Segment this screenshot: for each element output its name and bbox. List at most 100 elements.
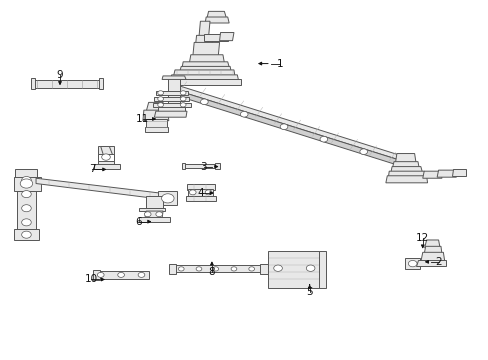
Polygon shape (203, 33, 227, 41)
Text: 1: 1 (277, 59, 283, 68)
Polygon shape (319, 251, 325, 288)
Circle shape (231, 267, 236, 271)
Circle shape (319, 136, 327, 142)
Bar (404, 258, 420, 269)
Polygon shape (146, 196, 163, 208)
Polygon shape (390, 167, 422, 174)
Circle shape (97, 273, 104, 277)
Text: 5: 5 (306, 287, 312, 297)
Polygon shape (146, 102, 165, 111)
Polygon shape (16, 184, 38, 187)
Polygon shape (36, 180, 153, 196)
Circle shape (205, 190, 211, 195)
Polygon shape (153, 103, 190, 107)
Text: 3: 3 (200, 162, 206, 172)
Polygon shape (139, 217, 170, 222)
Circle shape (21, 205, 31, 212)
Circle shape (180, 91, 185, 95)
Circle shape (158, 91, 163, 95)
Bar (99, 78, 103, 89)
Polygon shape (173, 70, 234, 76)
Circle shape (180, 103, 185, 107)
Circle shape (200, 99, 208, 105)
Polygon shape (36, 178, 163, 199)
Polygon shape (186, 184, 214, 190)
Polygon shape (170, 75, 238, 81)
Polygon shape (154, 111, 186, 117)
Polygon shape (205, 17, 229, 23)
Bar (31, 78, 35, 89)
Polygon shape (395, 154, 415, 163)
Text: 2: 2 (434, 257, 441, 267)
Polygon shape (187, 189, 213, 197)
Text: 10: 10 (84, 274, 98, 284)
Polygon shape (101, 147, 114, 159)
Polygon shape (182, 163, 184, 169)
Polygon shape (144, 211, 163, 219)
Polygon shape (192, 42, 219, 57)
Circle shape (21, 190, 31, 198)
Circle shape (305, 265, 314, 271)
Circle shape (212, 267, 218, 271)
Polygon shape (98, 147, 114, 166)
Polygon shape (170, 88, 397, 165)
Polygon shape (450, 170, 465, 176)
Polygon shape (195, 35, 213, 44)
Polygon shape (185, 196, 215, 201)
Polygon shape (93, 164, 120, 170)
Polygon shape (144, 127, 167, 132)
Polygon shape (189, 55, 224, 63)
Polygon shape (207, 12, 226, 18)
Circle shape (359, 149, 367, 154)
Polygon shape (385, 176, 427, 183)
Circle shape (280, 124, 287, 130)
Polygon shape (436, 170, 455, 177)
Circle shape (138, 273, 144, 277)
Polygon shape (14, 229, 40, 240)
Polygon shape (167, 78, 180, 106)
Polygon shape (14, 177, 41, 190)
Text: 11: 11 (136, 114, 149, 124)
Circle shape (21, 219, 31, 226)
Circle shape (189, 190, 196, 195)
Polygon shape (214, 163, 219, 169)
Bar (31, 80, 103, 87)
Circle shape (407, 260, 416, 267)
Circle shape (273, 265, 282, 271)
Polygon shape (180, 66, 231, 71)
Polygon shape (168, 264, 176, 274)
Polygon shape (170, 80, 240, 85)
Polygon shape (182, 164, 218, 168)
Polygon shape (17, 189, 36, 231)
Polygon shape (199, 21, 209, 37)
Circle shape (102, 154, 110, 160)
Polygon shape (142, 110, 168, 121)
Polygon shape (422, 171, 441, 178)
Circle shape (240, 112, 247, 117)
Polygon shape (415, 260, 445, 266)
Text: 12: 12 (415, 233, 428, 243)
Circle shape (158, 97, 163, 101)
Polygon shape (420, 252, 444, 262)
Polygon shape (387, 171, 425, 178)
Polygon shape (219, 32, 233, 41)
Polygon shape (391, 162, 419, 170)
Polygon shape (158, 107, 184, 114)
Circle shape (196, 267, 202, 271)
Polygon shape (162, 76, 185, 80)
Polygon shape (259, 264, 267, 274)
Polygon shape (182, 62, 229, 67)
Polygon shape (98, 154, 114, 161)
Text: 4: 4 (197, 188, 203, 198)
Polygon shape (267, 251, 321, 288)
Circle shape (161, 194, 174, 203)
Circle shape (180, 97, 185, 101)
Text: 9: 9 (57, 70, 63, 80)
Text: 8: 8 (208, 267, 215, 277)
Polygon shape (92, 270, 100, 280)
Circle shape (21, 231, 31, 238)
Polygon shape (170, 83, 397, 159)
Polygon shape (16, 170, 38, 189)
Polygon shape (163, 104, 181, 109)
Polygon shape (154, 97, 189, 100)
